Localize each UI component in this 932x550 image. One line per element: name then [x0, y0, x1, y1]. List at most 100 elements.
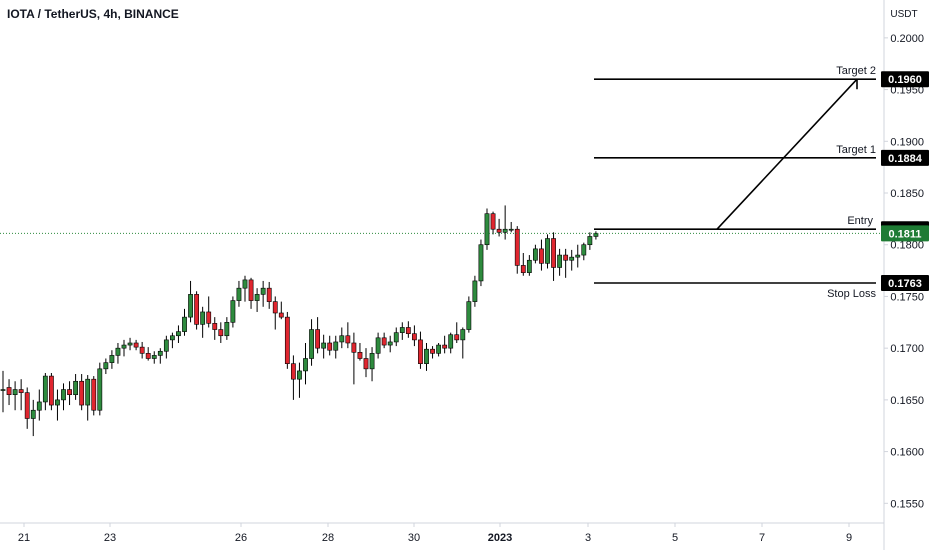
candle-body [502, 228, 508, 233]
candle [79, 374, 85, 411]
y-tick-label: 0.1950 [890, 85, 924, 97]
y-tick-label: 0.1900 [890, 136, 924, 148]
level-badge-target-2: 0.1960 [888, 74, 922, 86]
candle [24, 387, 30, 429]
candle-body [514, 228, 520, 266]
x-tick-label: 9 [846, 532, 852, 544]
candle [290, 355, 296, 400]
candle [357, 342, 363, 361]
candle-body [545, 238, 550, 264]
candle [97, 362, 103, 416]
candle [399, 322, 405, 340]
candle-body [230, 300, 236, 323]
candle-body [24, 392, 30, 419]
y-tick-label: 0.1750 [890, 291, 924, 303]
level-badge-target-2-bg [881, 71, 929, 88]
candle [206, 296, 212, 328]
candle-body [254, 294, 260, 301]
candle-body [563, 254, 569, 261]
candle-body [405, 327, 411, 334]
candle [6, 379, 12, 406]
candle-body [393, 332, 399, 343]
level-badge-stop-loss-bg [881, 274, 929, 291]
candle-body [206, 311, 212, 324]
candle-body [212, 323, 218, 330]
candle-body [472, 280, 478, 302]
candle-body [303, 358, 308, 372]
candle-body [121, 344, 127, 349]
candle [411, 325, 417, 347]
candle [103, 358, 109, 375]
candle [139, 341, 145, 359]
candle [496, 218, 502, 237]
candle-body [67, 389, 72, 396]
candle [170, 332, 175, 349]
candle [85, 375, 91, 421]
candle-body [266, 287, 272, 302]
candle [345, 322, 351, 349]
candle [163, 335, 169, 359]
candle [484, 208, 490, 250]
level-badge-target-1-bg [881, 149, 929, 166]
candle [303, 342, 308, 385]
candle-body [321, 342, 327, 349]
candle [73, 374, 78, 400]
candle [339, 327, 345, 349]
candle [176, 325, 181, 343]
candle-body [97, 368, 103, 411]
candle-body [508, 228, 514, 231]
candle-body [79, 380, 85, 406]
candle-body [315, 329, 320, 349]
candle [0, 370, 6, 413]
candle-body [520, 265, 526, 273]
candle [569, 249, 575, 271]
candle [272, 296, 278, 330]
drawings-layer: Target 2 Target 1 Entry Stop Loss [0, 65, 884, 300]
candle [351, 332, 357, 385]
x-tick-label: 26 [235, 532, 247, 544]
candle-body [418, 339, 423, 364]
candle-body [163, 339, 169, 352]
candle-body [145, 353, 151, 359]
candle [18, 379, 24, 411]
candle [212, 317, 218, 340]
candle [557, 248, 562, 276]
level-label-target-2: Target 2 [836, 65, 876, 77]
candle [363, 348, 369, 378]
candle-body [109, 355, 115, 363]
candle-body [48, 375, 54, 406]
candle [278, 301, 284, 320]
candle-body [194, 294, 199, 325]
level-label-stop-loss: Stop Loss [827, 288, 876, 300]
candle [514, 226, 520, 274]
candle [448, 332, 454, 354]
level-label-entry: Entry [847, 215, 873, 227]
candle-body [73, 380, 78, 396]
candle [563, 248, 569, 278]
candle-body [333, 341, 339, 351]
candle-body [411, 333, 417, 341]
candle-body [399, 327, 405, 333]
level-badge-target-1: 0.1884 [888, 153, 923, 165]
candle [551, 232, 556, 281]
x-tick-label: 21 [18, 532, 30, 544]
candle-body [387, 341, 393, 346]
candle-body [424, 348, 429, 364]
candle [424, 342, 429, 371]
candle [248, 277, 254, 309]
candle [369, 347, 375, 382]
candle [478, 239, 484, 287]
candle-body [539, 248, 544, 264]
y-tick-label: 0.1600 [890, 447, 924, 459]
candle [127, 337, 133, 351]
level-label-target-1: Target 1 [836, 144, 876, 156]
candle-body [496, 228, 502, 233]
candle-body [569, 256, 575, 261]
candle-body [242, 279, 248, 289]
candle-body [61, 389, 66, 401]
candle [236, 280, 242, 307]
candle-body [170, 335, 175, 341]
candle [224, 317, 230, 340]
candle-body [363, 358, 369, 370]
